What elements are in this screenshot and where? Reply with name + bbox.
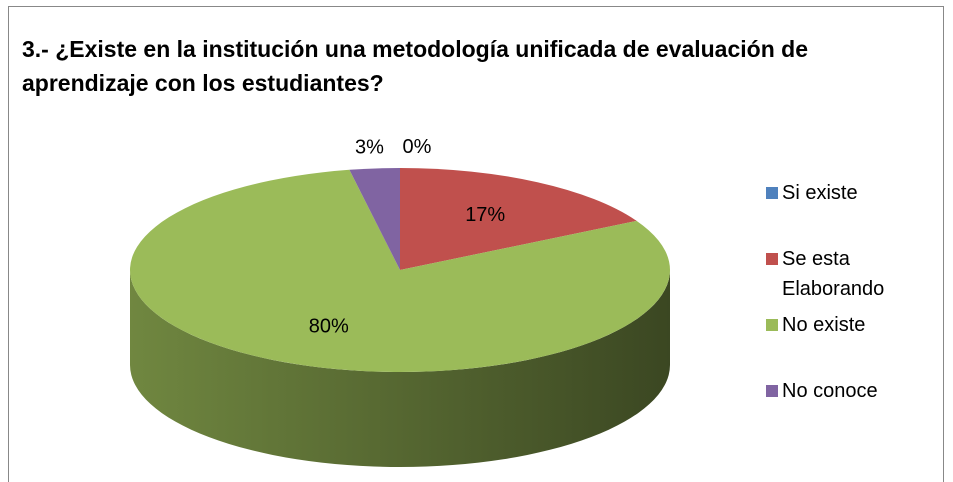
legend-label: No existe: [782, 314, 866, 336]
legend-item: No conoce: [766, 376, 926, 442]
pie-side: [130, 270, 670, 467]
legend-label: No conoce: [782, 380, 878, 402]
data-label: 3%: [355, 136, 384, 158]
chart-title: 3.- ¿Existe en la institución una metodo…: [22, 36, 808, 96]
data-label: 0%: [403, 136, 432, 158]
chart-frame: [8, 6, 944, 482]
pie-slice: [129, 169, 670, 372]
legend-swatch: [766, 385, 778, 397]
legend: Si existe Se esta Elaborando No existe No c…: [766, 178, 926, 442]
legend-swatch: [766, 319, 778, 331]
pie-slice: [349, 168, 400, 270]
legend-swatch: [766, 253, 778, 265]
legend-label: Se esta Elaborando: [782, 248, 885, 300]
legend-swatch: [766, 187, 778, 199]
legend-item: No existe: [766, 310, 926, 376]
legend-item: Se esta Elaborando: [766, 244, 926, 310]
legend-item: Si existe: [766, 178, 926, 244]
legend-label: Si existe: [782, 182, 858, 204]
pie-slice: [400, 168, 637, 270]
data-label: 17%: [465, 204, 505, 226]
data-label: 80%: [309, 316, 349, 338]
